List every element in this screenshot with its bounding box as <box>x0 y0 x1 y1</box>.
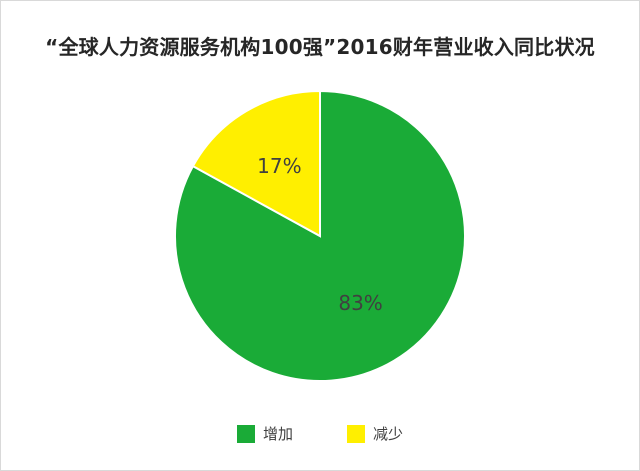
pie-slice-label-0: 83% <box>338 291 382 315</box>
legend-swatch-decrease <box>347 424 365 443</box>
pie-slice-label-1: 17% <box>257 154 301 178</box>
legend-swatch-increase <box>236 424 255 443</box>
legend-item-increase: 增加 <box>236 423 293 444</box>
legend-label-increase: 增加 <box>262 425 293 443</box>
legend: 增加 减少 <box>1 423 639 444</box>
chart-title: “全球人力资源服务机构100强”2016财年营业收入同比状况 <box>45 35 595 59</box>
pie-slice-1 <box>191 89 321 238</box>
legend-item-decrease: 减少 <box>347 423 403 444</box>
legend-label-decrease: 减少 <box>373 425 404 443</box>
